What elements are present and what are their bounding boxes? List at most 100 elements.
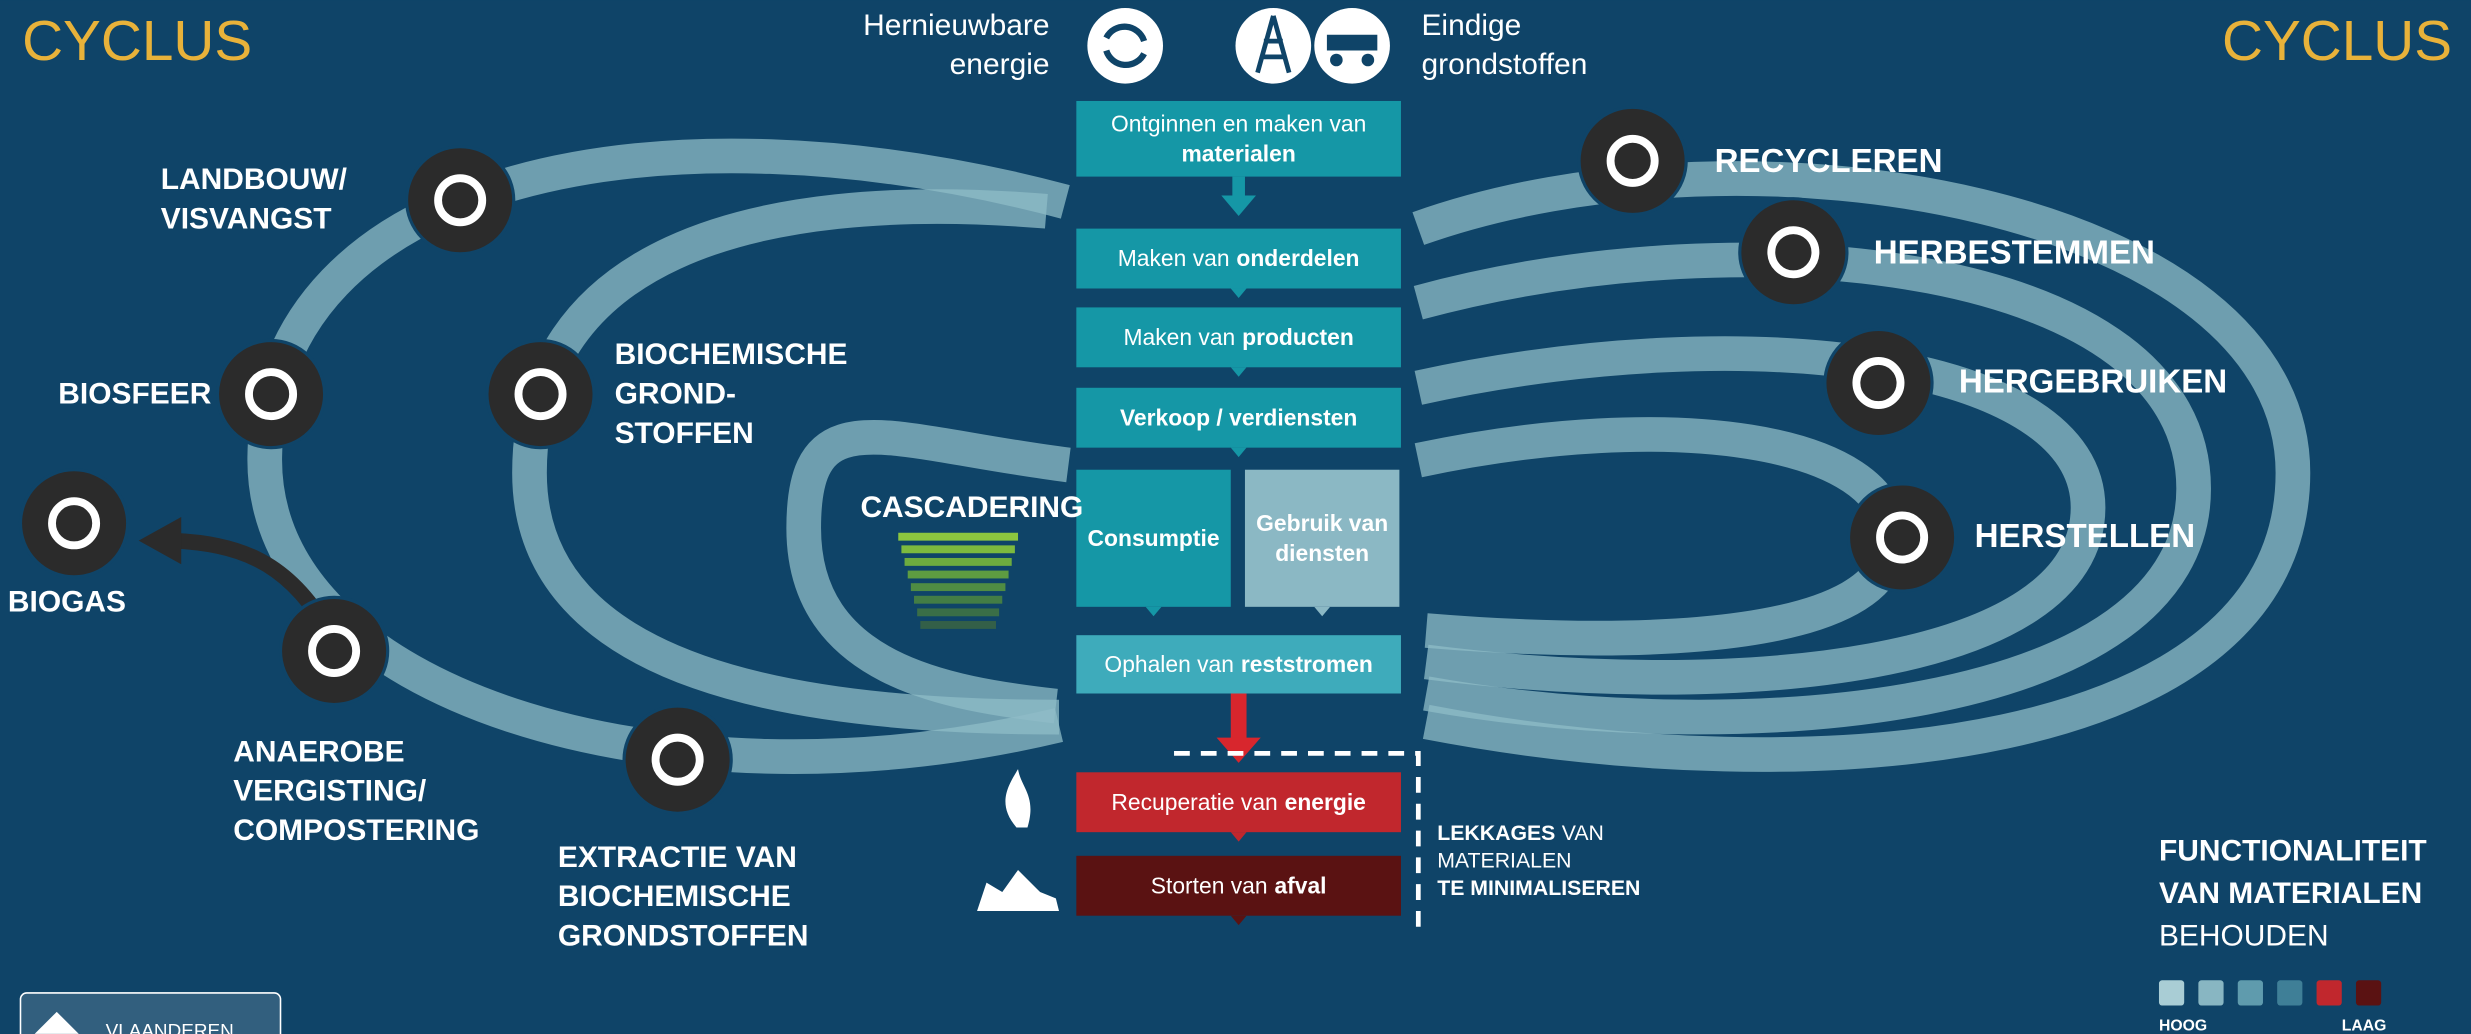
- text-part: Consumptie: [1088, 525, 1220, 551]
- cascade-stripe: [917, 608, 1000, 617]
- loop-reuse: [1414, 336, 2106, 695]
- process-label: Consumptie: [1088, 525, 1220, 551]
- text-part: TE MINIMALISEREN: [1437, 876, 1640, 900]
- line: GROND-: [615, 378, 736, 411]
- arrow: [1230, 693, 1247, 741]
- text-part: diensten: [1275, 540, 1369, 566]
- text-part: producten: [1242, 324, 1354, 350]
- stage-label: EXTRACTIE VAN BIOCHEMISCHE GRONDSTOFFEN: [558, 841, 809, 953]
- process-label: Recuperatie van energie: [1111, 789, 1365, 815]
- icon: [278, 595, 390, 707]
- truck-glyph: [1326, 34, 1378, 51]
- oil-icon: [1235, 7, 1312, 84]
- icon-glyph: [1876, 511, 1929, 564]
- text-part: materialen: [1182, 140, 1296, 166]
- stage-label: HERGEBRUIKEN: [1959, 364, 2227, 401]
- line: VISVANGST: [161, 203, 332, 236]
- legend-label: LAAG: [2342, 1018, 2387, 1034]
- line: FUNCTIONALITEIT: [2159, 835, 2427, 868]
- icon-glyph: [434, 174, 487, 227]
- text-part: Recuperatie van: [1111, 789, 1277, 815]
- process-box: [1076, 307, 1401, 368]
- box-pointer: [1230, 288, 1247, 298]
- icon-glyph: [245, 368, 298, 421]
- stage-label: BIOCHEMISCHE GROND- STOFFEN: [615, 338, 848, 450]
- box-pointer: [1145, 606, 1162, 617]
- icon: [18, 468, 130, 579]
- legend-swatch: [2158, 980, 2185, 1006]
- cascade-stripe: [901, 545, 1015, 554]
- logo-box: [19, 992, 282, 1034]
- icon-glyph: [514, 368, 567, 421]
- process-box: [1076, 772, 1401, 833]
- process-label: Ontginnen en maken van materialen: [1111, 110, 1366, 166]
- arrow: [1232, 176, 1245, 199]
- icon-glyph: [308, 624, 361, 677]
- stage-label: CASCADERING: [860, 491, 1083, 524]
- process-box: [1076, 635, 1401, 694]
- text-part: Maken van: [1118, 245, 1230, 271]
- process-box: [1076, 100, 1401, 177]
- cascade-stripe: [914, 595, 1003, 604]
- legend-swatch: [2237, 980, 2263, 1006]
- cascade-stripe: [910, 583, 1006, 592]
- text-part: reststromen: [1241, 651, 1373, 677]
- text-part: LEKKAGES: [1437, 821, 1555, 845]
- text-part: MATERIALEN: [1437, 849, 1571, 873]
- icon: [1823, 327, 1934, 439]
- box-pointer: [1230, 832, 1247, 842]
- renewable-glyph: [1103, 23, 1148, 69]
- legend-swatch: [2355, 980, 2382, 1006]
- stage-label: HERSTELLEN: [1975, 518, 2196, 555]
- icon-glyph: [1767, 226, 1820, 279]
- process-box: [1076, 855, 1401, 916]
- cascade-stripe: [920, 621, 996, 629]
- cascading-bars: [898, 532, 1019, 629]
- box-pointer: [1230, 447, 1247, 458]
- text-part: Ontginnen en maken van: [1111, 110, 1366, 136]
- icon-glyph: [1606, 134, 1659, 187]
- line: STOFFEN: [615, 417, 754, 450]
- logo-text: VLAANDEREN: [106, 1021, 234, 1034]
- process-label: Maken van onderdelen: [1118, 245, 1360, 271]
- line: grondstoffen: [1421, 48, 1587, 81]
- oil-glyph: [1255, 15, 1292, 74]
- stage-label: LANDBOUW/VISVANGST: [161, 163, 348, 235]
- process-box: [1076, 387, 1401, 448]
- logo-mark: [34, 1011, 79, 1034]
- icon: [1577, 105, 1688, 217]
- loop-feedstock: [512, 189, 1060, 735]
- title: CYCLUS: [22, 10, 252, 73]
- line: BIOCHEMISCHE: [558, 880, 791, 913]
- wheel: [1361, 53, 1375, 67]
- process-box: [1076, 469, 1231, 607]
- source-label: Hernieuwbare energie: [863, 9, 1049, 81]
- loop-cascading: [786, 419, 1071, 724]
- leakage-border: [1174, 751, 1421, 934]
- arrow-head: [1221, 195, 1256, 217]
- line: energie: [950, 48, 1050, 81]
- landfill-icon: [977, 870, 1059, 911]
- process-label: Maken van producten: [1124, 324, 1354, 350]
- line: COMPOSTERING: [233, 814, 479, 847]
- text-part: Storten van: [1151, 872, 1268, 898]
- text-part: Gebruik van: [1256, 510, 1388, 536]
- text-part: Verkoop / verdiensten: [1120, 404, 1357, 430]
- legend-title: FUNCTIONALITEIT VAN MATERIALEN: [2159, 835, 2427, 911]
- line: Hernieuwbare: [863, 9, 1049, 42]
- cascade-stripe: [898, 532, 1019, 541]
- line: VERGISTING/: [233, 775, 427, 808]
- icon-glyph: [1852, 357, 1905, 410]
- line: BIOCHEMISCHE: [615, 338, 848, 371]
- text-part: afval: [1274, 872, 1326, 898]
- icon-glyph: [651, 733, 704, 786]
- cascade-stripe: [904, 557, 1012, 566]
- process-label: Storten van afval: [1151, 872, 1327, 898]
- legend-swatch: [2198, 980, 2224, 1006]
- stage-label: BIOGAS: [8, 586, 126, 619]
- process-label: Ophalen van reststromen: [1104, 651, 1372, 677]
- icon: [405, 145, 516, 256]
- text-part: VAN: [1562, 821, 1604, 845]
- line: Eindige: [1421, 9, 1521, 42]
